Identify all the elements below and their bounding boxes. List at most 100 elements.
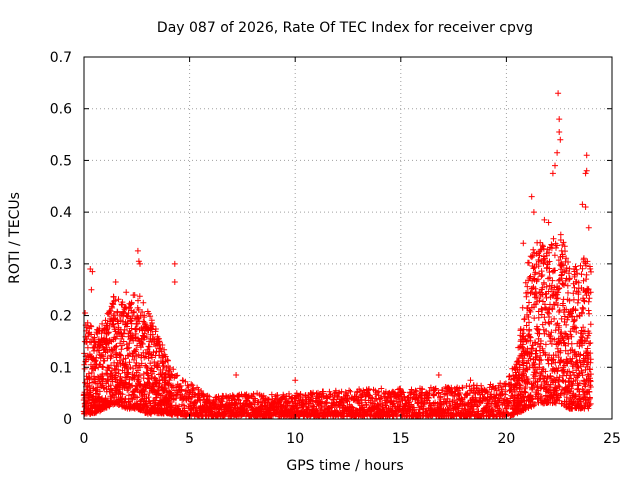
data-point xyxy=(559,281,566,288)
data-point xyxy=(86,384,93,391)
data-point xyxy=(541,216,548,223)
data-point xyxy=(124,365,131,372)
data-point xyxy=(150,323,156,330)
data-point xyxy=(363,402,370,409)
data-point xyxy=(132,393,139,400)
data-point xyxy=(111,315,118,322)
data-point xyxy=(549,277,556,284)
data-point xyxy=(526,326,533,333)
data-point xyxy=(546,274,553,281)
y-tick-label: 0.3 xyxy=(50,257,72,273)
data-point xyxy=(572,393,579,400)
data-point xyxy=(105,376,112,383)
data-point xyxy=(174,372,181,379)
data-point xyxy=(539,272,546,278)
data-point xyxy=(554,302,561,309)
data-point xyxy=(545,319,552,326)
data-point xyxy=(516,369,523,375)
data-point xyxy=(166,368,173,375)
data-point xyxy=(569,380,575,387)
data-point xyxy=(502,388,509,395)
data-point xyxy=(118,352,124,359)
data-point xyxy=(133,326,140,333)
data-point xyxy=(85,382,92,389)
data-point xyxy=(394,413,401,420)
data-point xyxy=(320,388,327,395)
data-point xyxy=(537,246,544,253)
data-point xyxy=(557,358,564,364)
data-point xyxy=(173,373,180,379)
data-point xyxy=(96,388,103,395)
data-point xyxy=(556,129,563,135)
data-point xyxy=(146,390,153,396)
data-point xyxy=(527,308,534,315)
data-point xyxy=(152,326,159,332)
data-point xyxy=(135,258,142,265)
data-point xyxy=(94,373,101,380)
data-point xyxy=(536,376,543,383)
data-point xyxy=(527,334,534,341)
data-point xyxy=(529,386,536,393)
data-point xyxy=(568,340,575,347)
data-point xyxy=(554,149,561,156)
data-point xyxy=(536,297,543,304)
data-point xyxy=(585,286,592,293)
data-point xyxy=(521,388,528,395)
data-point xyxy=(128,300,135,307)
data-point xyxy=(532,285,539,292)
data-point xyxy=(137,364,143,371)
data-point xyxy=(583,271,590,278)
data-point xyxy=(150,349,157,356)
data-point xyxy=(94,384,101,391)
data-point xyxy=(162,385,169,391)
data-point xyxy=(126,359,133,366)
data-point xyxy=(531,264,538,271)
data-point xyxy=(587,400,594,407)
data-point xyxy=(551,315,558,322)
data-point xyxy=(502,380,509,387)
data-point xyxy=(587,384,594,390)
data-point xyxy=(521,370,527,377)
data-point xyxy=(563,321,570,328)
x-tick-label: 20 xyxy=(497,431,515,447)
data-point xyxy=(571,324,578,331)
data-point xyxy=(135,367,141,374)
data-point xyxy=(157,345,164,352)
data-point xyxy=(195,386,202,393)
data-point xyxy=(159,342,166,348)
data-point xyxy=(85,330,92,337)
data-point xyxy=(546,249,553,256)
data-point xyxy=(131,292,138,298)
data-point xyxy=(123,289,130,296)
data-point xyxy=(532,369,538,376)
data-point xyxy=(136,372,143,379)
data-point xyxy=(586,330,593,337)
data-point xyxy=(338,388,345,395)
y-tick-label: 0.2 xyxy=(50,309,72,325)
data-point xyxy=(516,364,523,371)
data-point xyxy=(233,399,240,406)
x-axis-label: GPS time / hours xyxy=(286,458,403,474)
y-tick-label: 0 xyxy=(63,412,72,428)
data-point xyxy=(571,348,578,355)
data-point xyxy=(578,327,585,334)
data-point xyxy=(170,392,177,398)
data-point xyxy=(530,275,537,282)
plot-frame xyxy=(83,56,613,420)
data-point xyxy=(587,356,594,363)
data-point xyxy=(134,394,141,401)
data-point xyxy=(144,375,151,382)
data-point xyxy=(554,295,561,302)
data-point xyxy=(535,327,542,333)
data-point xyxy=(554,368,561,375)
data-point xyxy=(550,356,557,363)
data-point xyxy=(131,372,138,379)
data-point xyxy=(122,395,129,402)
data-point xyxy=(106,323,113,329)
data-point xyxy=(188,381,195,388)
data-point xyxy=(587,321,594,328)
data-point xyxy=(522,384,529,391)
data-point xyxy=(292,377,299,384)
data-point xyxy=(355,398,362,404)
data-point xyxy=(524,379,531,386)
